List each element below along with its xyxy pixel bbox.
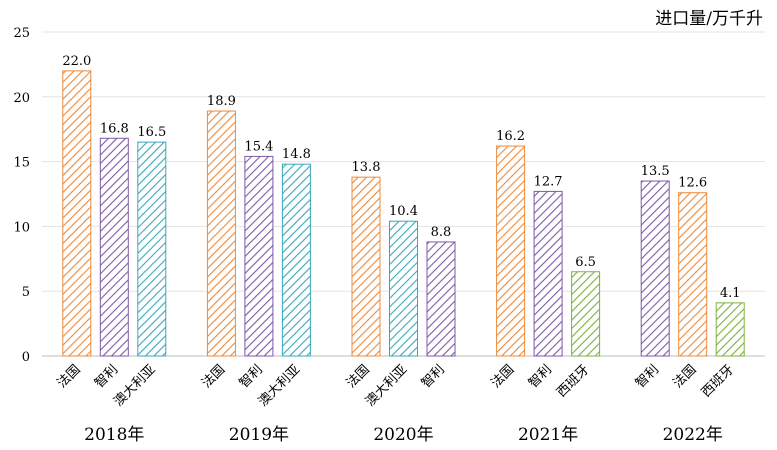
group-label: 2018年 bbox=[84, 425, 144, 445]
data-label: 4.1 bbox=[720, 286, 741, 301]
bar-france bbox=[206, 110, 236, 357]
data-label: 16.8 bbox=[100, 121, 129, 136]
category-label: 法国 bbox=[344, 362, 373, 391]
y-axis-unit-label: 进口量/万千升 bbox=[655, 9, 763, 29]
data-label: 13.8 bbox=[352, 160, 381, 175]
bar-spain bbox=[715, 302, 745, 357]
data-label: 15.4 bbox=[244, 139, 273, 154]
category-label: 法国 bbox=[488, 362, 517, 391]
category-label: 智利 bbox=[419, 362, 448, 391]
bar-australia bbox=[389, 220, 418, 357]
bar-australia bbox=[137, 141, 167, 357]
data-label: 16.2 bbox=[496, 129, 525, 144]
category-label: 智利 bbox=[237, 362, 266, 391]
y-tick-label: 20 bbox=[13, 91, 30, 106]
bar-chile bbox=[244, 155, 274, 357]
data-label: 14.8 bbox=[282, 147, 311, 162]
data-labels: 22.0 16.8 16.5 18.9 15.4 14.8 13.8 10.4 8.8 16.2 1… bbox=[62, 54, 740, 301]
data-label: 12.7 bbox=[534, 174, 563, 189]
y-tick-label: 15 bbox=[13, 156, 30, 171]
category-label: 澳大利亚 bbox=[362, 362, 410, 410]
group-label: 2019年 bbox=[229, 425, 289, 445]
bar-chile bbox=[533, 190, 563, 357]
y-tick-label: 10 bbox=[13, 220, 30, 235]
category-label: 智利 bbox=[526, 362, 555, 391]
category-label: 智利 bbox=[92, 362, 121, 391]
data-label: 8.8 bbox=[431, 225, 452, 240]
y-tick-label: 25 bbox=[13, 26, 30, 41]
category-label: 智利 bbox=[633, 362, 662, 391]
group-label: 2022年 bbox=[663, 425, 723, 445]
group-label: 2020年 bbox=[373, 425, 433, 445]
category-label: 法国 bbox=[55, 362, 84, 391]
group-labels: 2018年 2019年 2020年 2021年 2022年 bbox=[84, 425, 723, 445]
category-label: 西班牙 bbox=[554, 362, 592, 400]
y-tick-label: 5 bbox=[22, 285, 30, 300]
y-tick-label: 0 bbox=[22, 350, 30, 365]
data-label: 10.4 bbox=[389, 204, 418, 219]
y-axis-ticks: 0 5 10 15 20 25 bbox=[13, 26, 30, 365]
bar-australia bbox=[281, 163, 311, 357]
data-label: 16.5 bbox=[137, 125, 166, 140]
bar-chile bbox=[640, 180, 670, 357]
category-label: 西班牙 bbox=[699, 362, 737, 400]
data-label: 12.6 bbox=[678, 176, 707, 191]
category-label: 澳大利亚 bbox=[111, 362, 159, 410]
category-label: 法国 bbox=[671, 362, 700, 391]
bar-france bbox=[62, 70, 92, 357]
bar-france bbox=[678, 192, 708, 357]
bars bbox=[62, 70, 745, 357]
bar-france bbox=[351, 176, 381, 357]
bar-spain bbox=[571, 271, 601, 357]
data-label: 22.0 bbox=[62, 54, 91, 69]
data-label: 13.5 bbox=[641, 164, 670, 179]
bar-chile bbox=[99, 137, 129, 357]
bar-france bbox=[496, 145, 526, 357]
category-label: 法国 bbox=[199, 362, 228, 391]
category-label: 澳大利亚 bbox=[255, 362, 303, 410]
group-label: 2021年 bbox=[518, 425, 578, 445]
bar-chile bbox=[426, 241, 456, 357]
data-label: 6.5 bbox=[575, 255, 596, 270]
data-label: 18.9 bbox=[207, 94, 236, 109]
